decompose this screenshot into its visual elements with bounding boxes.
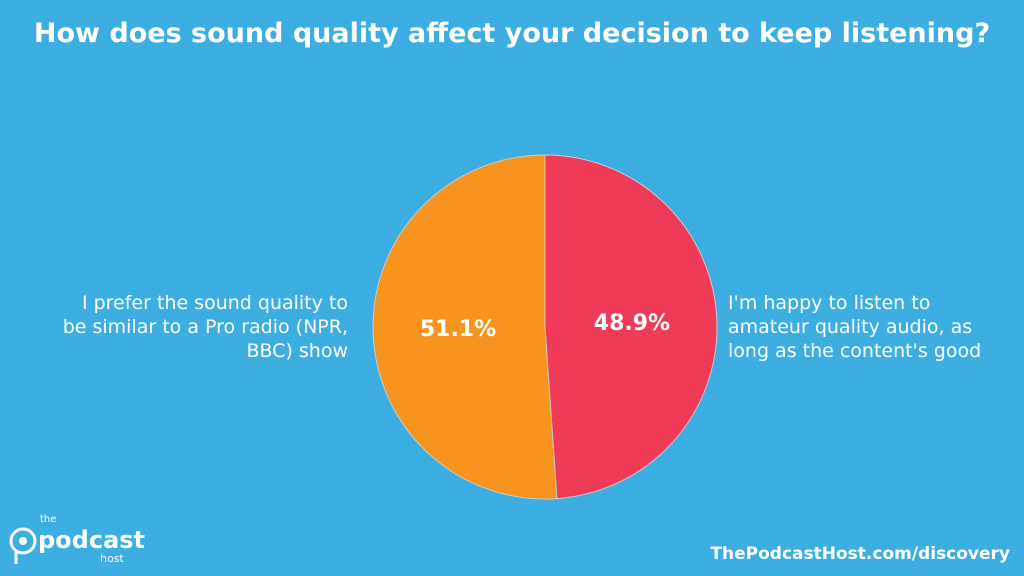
value-label: 48.9% — [594, 311, 670, 336]
pie-slice — [372, 154, 558, 500]
pie-slice — [544, 154, 718, 500]
logo-icon — [9, 527, 37, 564]
logo: the podcast host — [8, 514, 148, 568]
category-label: I prefer the sound quality to be similar… — [62, 292, 348, 362]
category-label: I'm happy to listen to amateur quality a… — [728, 292, 982, 362]
logo-small: the — [40, 514, 57, 525]
chart-title: How does sound quality affect your decis… — [33, 18, 991, 49]
value-label: 51.1% — [420, 317, 496, 342]
footer-url: ThePodcastHost.com/discovery — [710, 544, 1010, 564]
logo-main: podcast — [38, 526, 146, 554]
logo-sub: host — [100, 552, 124, 565]
